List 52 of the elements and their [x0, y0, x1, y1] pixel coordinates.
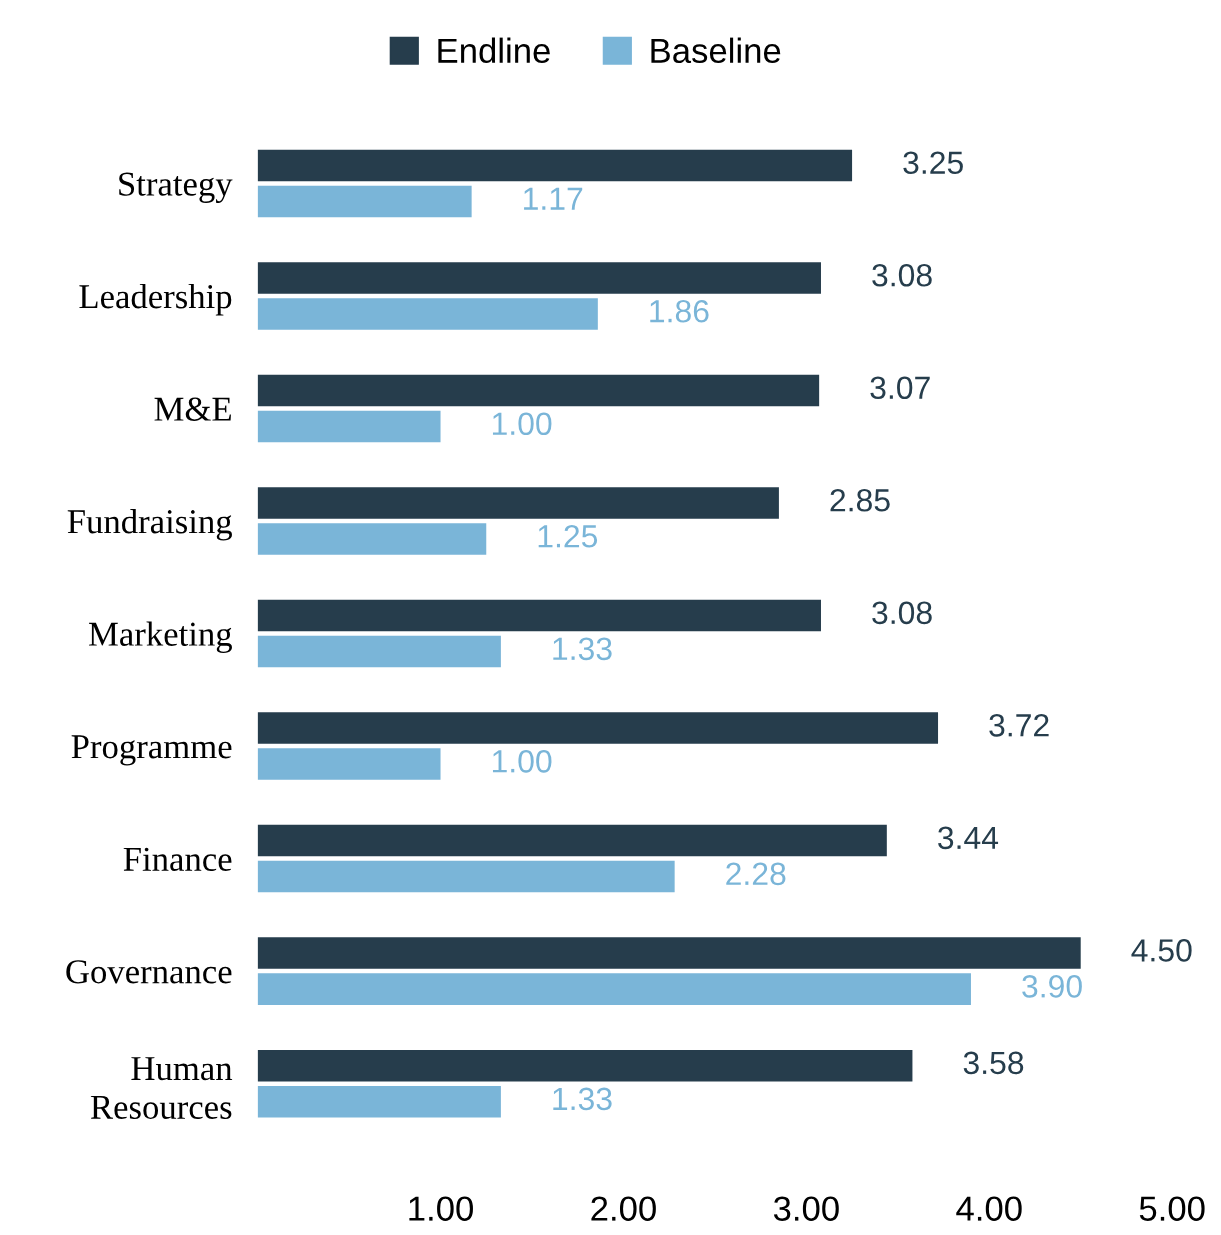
data-label: 2.85: [830, 488, 890, 512]
x-tick-label: 3.00: [773, 1196, 839, 1221]
y-tick-label: M&E: [154, 397, 231, 421]
y-tick-label: Fundraising: [67, 508, 232, 541]
data-label: 1.33: [553, 1087, 612, 1111]
bar: [257, 262, 821, 294]
bar: [257, 1049, 913, 1082]
bar: [257, 374, 820, 407]
y-tick-label: Programme: [71, 735, 232, 766]
bar: [257, 1085, 501, 1118]
x-tick-label: 2.00: [591, 1196, 656, 1221]
data-label: 3.90: [1022, 975, 1082, 998]
data-label: 3.72: [989, 714, 1049, 737]
bar: [257, 149, 853, 182]
bar: [257, 712, 939, 744]
bar: [257, 410, 441, 443]
data-label: 3.07: [870, 376, 930, 400]
bar: [257, 973, 971, 1005]
data-label: 3.44: [938, 826, 999, 850]
bar: [257, 748, 441, 780]
data-label: 3.25: [903, 151, 963, 175]
data-label: 1.25: [538, 524, 598, 548]
bar: [257, 523, 487, 555]
x-tick-label: 1.00: [409, 1196, 473, 1221]
bar: [257, 635, 501, 668]
data-label: 2.28: [726, 862, 786, 886]
data-label: 3.08: [872, 601, 932, 625]
y-tick-label: Strategy: [119, 172, 233, 203]
bar: [257, 824, 887, 857]
data-label: 4.50: [1131, 939, 1192, 962]
data-label: 1.00: [492, 750, 552, 773]
bar: [257, 185, 472, 218]
bar: [257, 599, 821, 632]
y-tick-label: Finance: [123, 847, 232, 871]
bar: [257, 487, 779, 519]
legend-label: Baseline: [651, 37, 781, 64]
y-tick-label: Leadership: [79, 283, 232, 316]
data-label: 1.33: [553, 637, 612, 661]
y-tick-label: Marketing: [88, 621, 232, 654]
y-tick-label: Human Resources: [90, 1057, 233, 1120]
x-tick-label: 4.00: [956, 1196, 1022, 1221]
data-label: 1.17: [524, 187, 583, 210]
data-label: 3.08: [872, 263, 932, 287]
data-label: 1.00: [492, 412, 552, 436]
x-tick-label: 5.00: [1139, 1196, 1205, 1221]
data-label: 3.58: [963, 1051, 1024, 1075]
bar: [257, 298, 598, 330]
y-tick-label: Governance: [66, 960, 232, 984]
bar: [257, 937, 1081, 969]
legend-label: Endline: [438, 37, 550, 64]
bar: [257, 860, 675, 893]
data-label: 1.86: [650, 299, 709, 323]
